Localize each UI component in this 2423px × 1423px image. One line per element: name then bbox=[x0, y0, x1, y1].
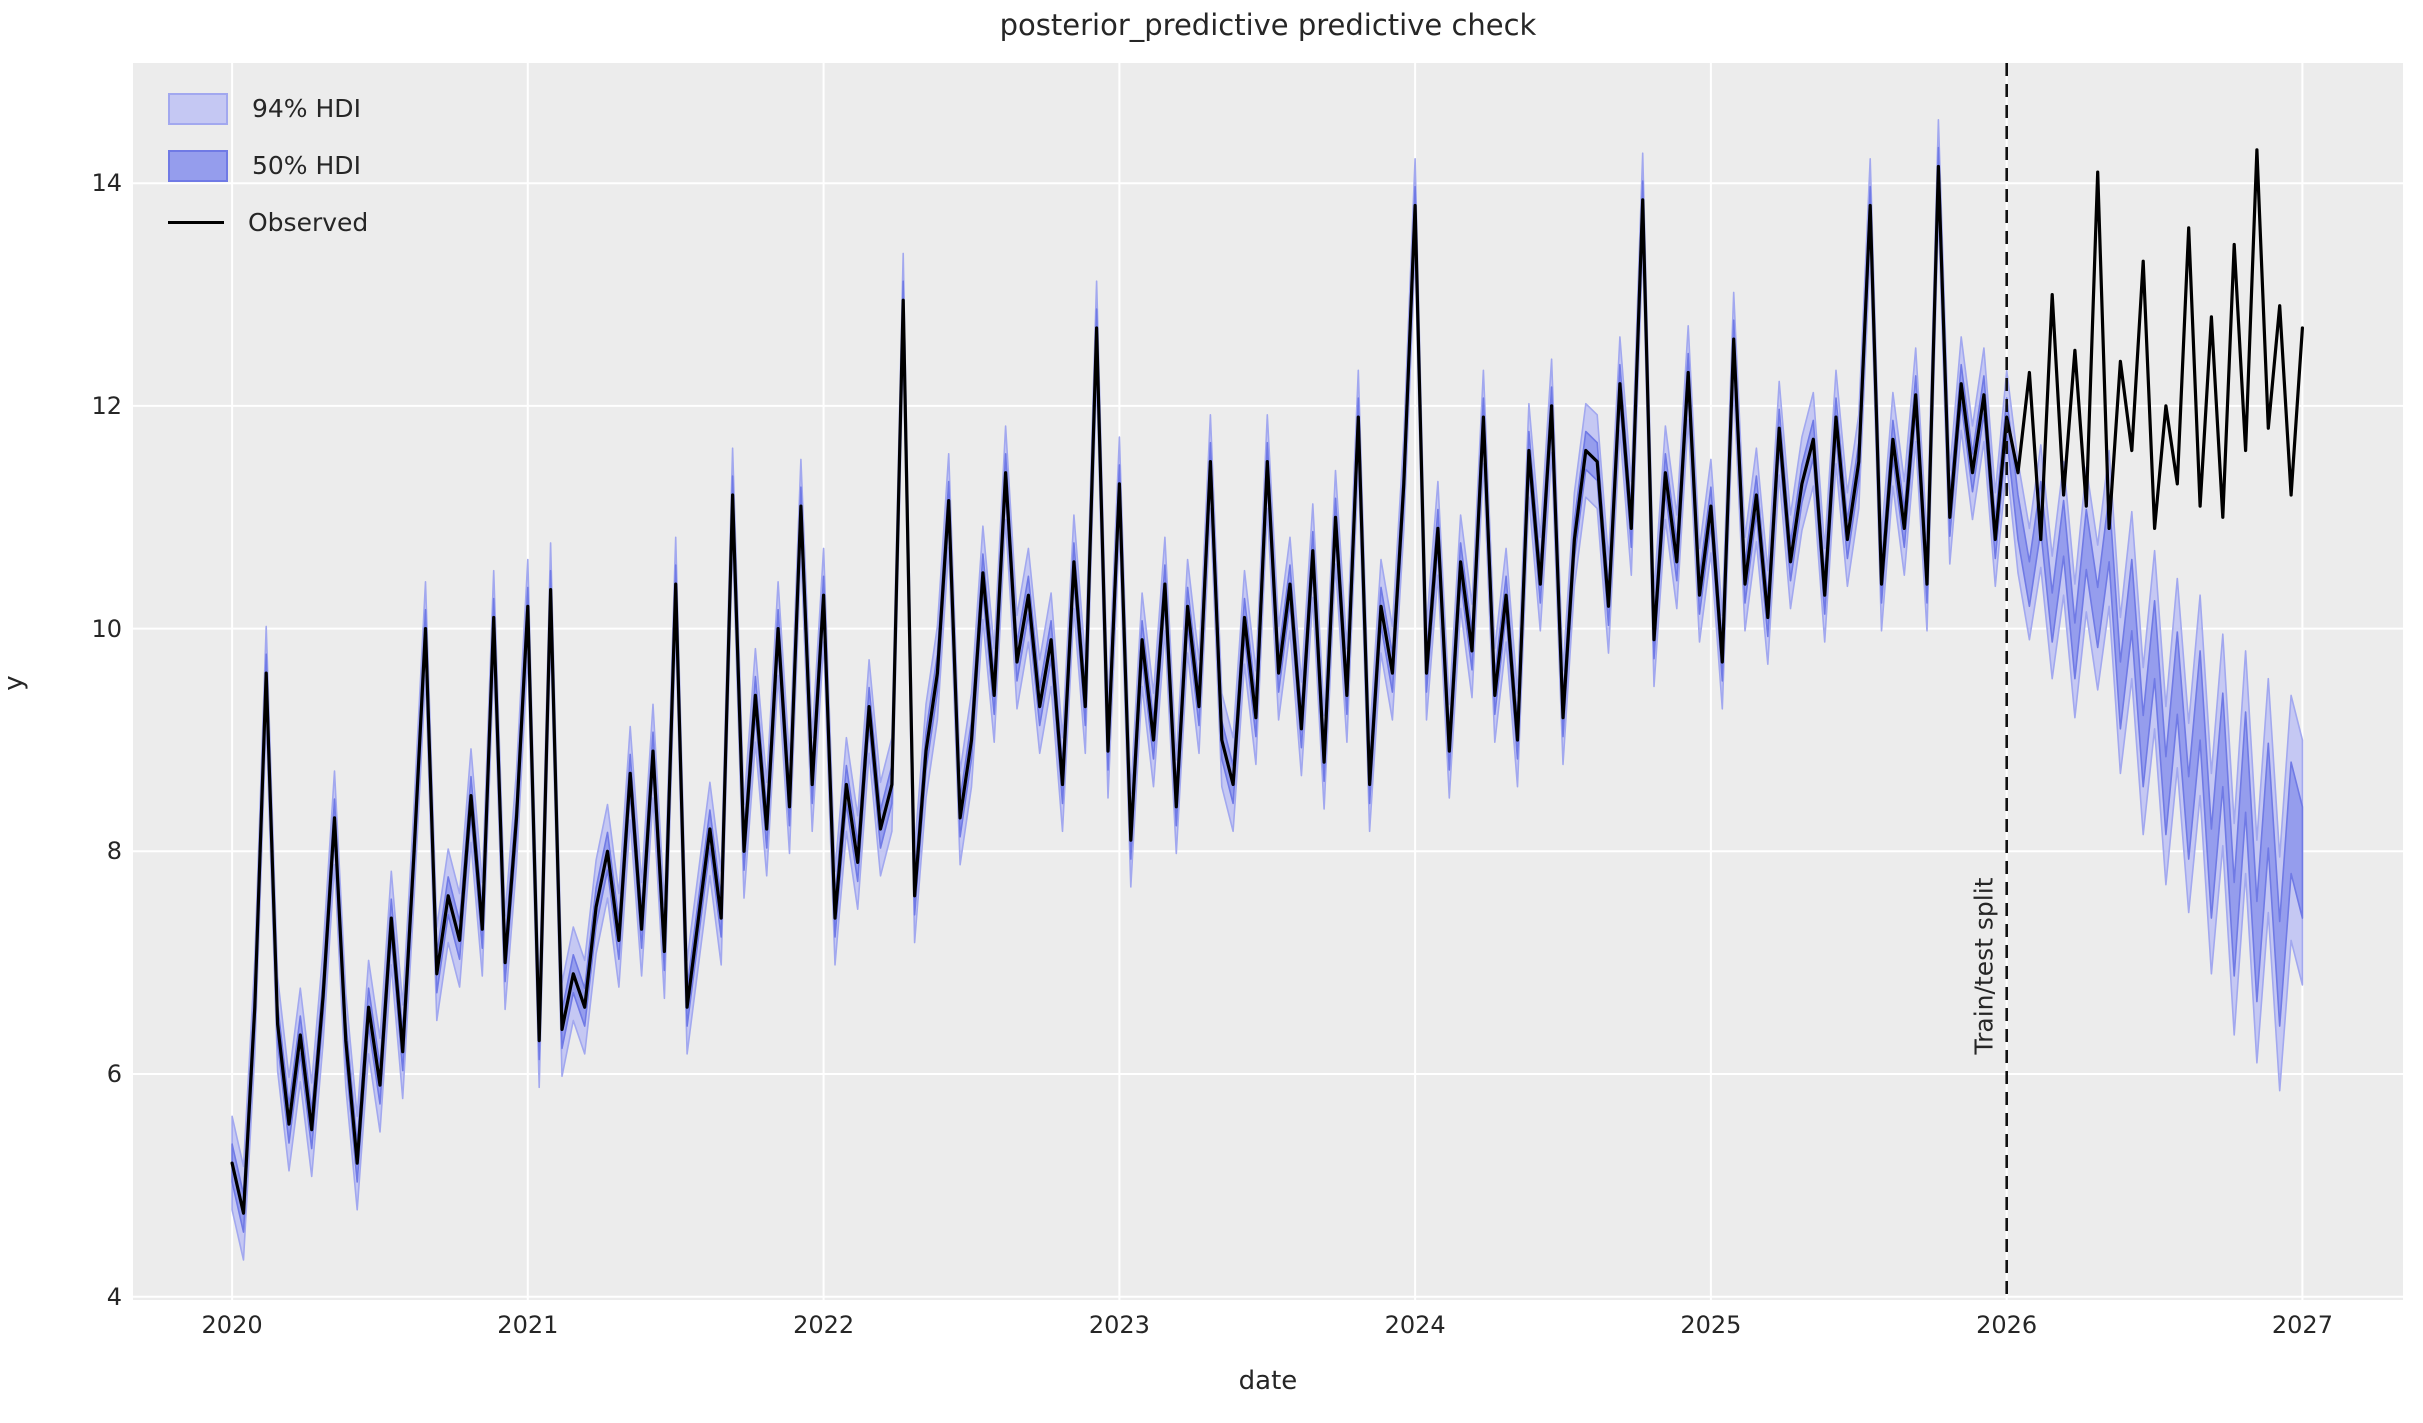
y-tick-label: 4 bbox=[106, 1282, 122, 1311]
legend: 94% HDI 50% HDI Observed bbox=[168, 80, 368, 251]
legend-item-observed: Observed bbox=[168, 194, 368, 251]
x-tick-label: 2025 bbox=[1680, 1311, 1742, 1339]
chart-title: posterior_predictive predictive check bbox=[999, 8, 1537, 42]
y-tick-label: 10 bbox=[91, 614, 122, 643]
y-tick-label: 8 bbox=[106, 837, 122, 866]
y-tick-label: 6 bbox=[106, 1059, 122, 1088]
y-tick-label: 14 bbox=[91, 169, 122, 198]
x-tick-label: 2027 bbox=[2271, 1311, 2333, 1339]
observed-line bbox=[230, 148, 2304, 1215]
x-tick-label: 2020 bbox=[201, 1311, 263, 1339]
x-tick-label: 2021 bbox=[497, 1311, 559, 1339]
axes-background bbox=[133, 63, 2403, 1300]
legend-label-50-hdi: 50% HDI bbox=[252, 151, 361, 180]
x-tick-label: 2023 bbox=[1088, 1311, 1150, 1339]
x-tick-label: 2026 bbox=[1976, 1311, 2038, 1339]
hdi-50-swatch bbox=[168, 149, 228, 182]
train-test-split-annotation: Train/test split bbox=[1969, 877, 1999, 1055]
legend-label-observed: Observed bbox=[248, 208, 369, 237]
legend-item-94-hdi: 94% HDI bbox=[168, 80, 368, 137]
y-tick-label: 12 bbox=[91, 391, 122, 420]
x-axis-label: date bbox=[1238, 1366, 1298, 1396]
hdi-50-band bbox=[231, 146, 2304, 1233]
observed-line-swatch bbox=[168, 221, 224, 224]
hdi-94-band bbox=[231, 119, 2304, 1261]
legend-item-50-hdi: 50% HDI bbox=[168, 137, 368, 194]
legend-label-94-hdi: 94% HDI bbox=[252, 94, 361, 123]
x-tick-label: 2022 bbox=[793, 1311, 855, 1339]
hdi-94-swatch bbox=[168, 92, 228, 125]
x-tick-label: 2024 bbox=[1384, 1311, 1446, 1339]
